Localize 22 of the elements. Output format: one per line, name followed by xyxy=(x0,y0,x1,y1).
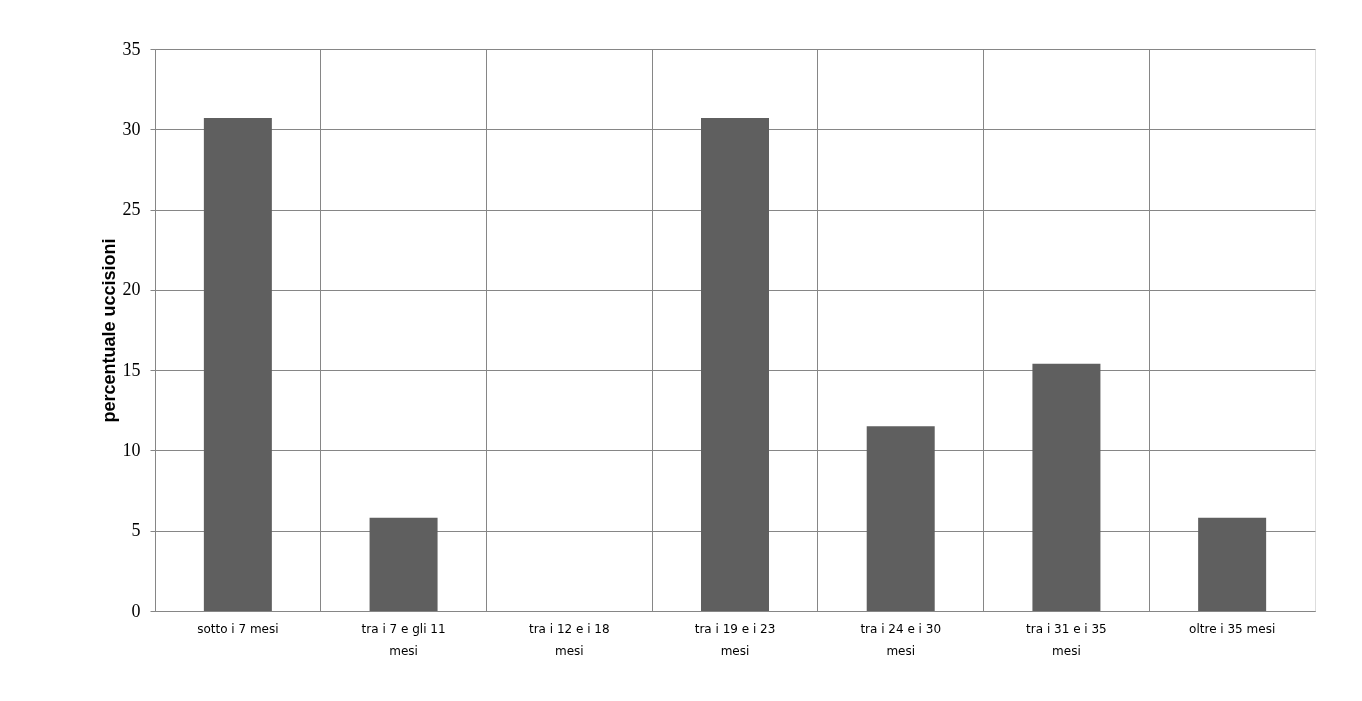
y-tick-label: 30 xyxy=(122,118,141,139)
y-tick-label: 25 xyxy=(122,199,141,220)
y-tick-label: 5 xyxy=(131,520,141,541)
y-tick-label: 10 xyxy=(122,439,141,460)
bar xyxy=(203,118,272,611)
y-tick-label: 20 xyxy=(122,279,141,300)
y-axis-title: percentuale uccisioni xyxy=(98,238,119,423)
x-tick-label: tra i 7 e gli 11 mesi xyxy=(361,621,446,658)
bar xyxy=(1198,517,1267,611)
y-tick-label: 0 xyxy=(131,600,141,621)
x-tick-label: oltre i 35 mesi xyxy=(1189,621,1276,636)
bar xyxy=(866,426,935,611)
x-tick-label: tra i 12 e i 18 mesi xyxy=(528,621,610,658)
y-tick-label: 35 xyxy=(122,38,141,59)
bar xyxy=(701,118,769,611)
x-tick-label: tra i 24 e i 30 mesi xyxy=(860,621,942,658)
x-tick-label: sotto i 7 mesi xyxy=(197,621,279,636)
x-tick-label: tra i 19 e i 23 mesi xyxy=(694,621,776,658)
bar xyxy=(369,517,438,611)
bar xyxy=(1032,363,1101,611)
x-tick-label: tra i 31 e i 35 mesi xyxy=(1026,621,1107,658)
y-tick-label: 15 xyxy=(122,359,141,380)
